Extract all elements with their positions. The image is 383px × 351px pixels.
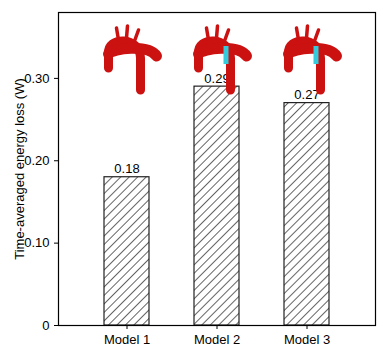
svg-text:0.30: 0.30 [24,71,49,86]
svg-text:Model 2: Model 2 [194,332,240,347]
svg-text:Model 1: Model 1 [104,332,150,347]
svg-text:Time-averaged energy loss (W): Time-averaged energy loss (W) [12,78,27,260]
svg-text:0.20: 0.20 [24,153,49,168]
svg-text:Model 3: Model 3 [284,332,330,347]
svg-text:0.29: 0.29 [204,71,229,86]
svg-text:0.10: 0.10 [24,235,49,250]
svg-text:0.18: 0.18 [114,161,139,176]
svg-text:0.27: 0.27 [294,87,319,102]
svg-text:0: 0 [42,318,49,333]
